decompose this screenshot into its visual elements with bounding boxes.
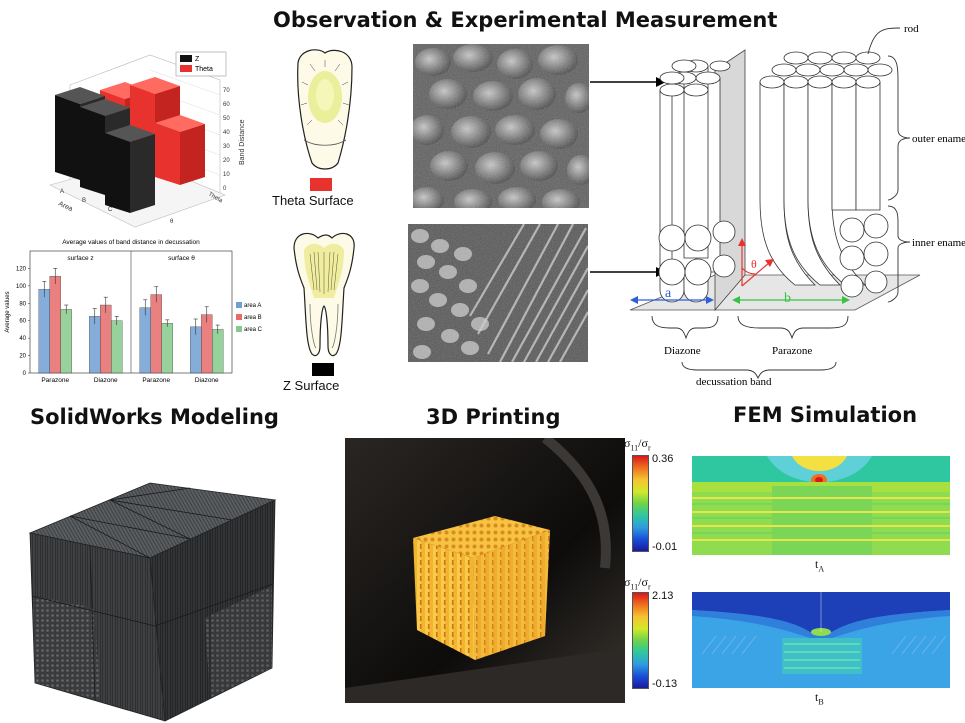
sem-micrograph-z bbox=[408, 224, 588, 362]
label-inner-enamel: inner enamel bbox=[912, 237, 965, 249]
z-surface-label: Z Surface bbox=[283, 378, 340, 393]
bar-area-b bbox=[49, 276, 61, 374]
y-tick-label: 40 bbox=[19, 336, 26, 342]
x-tick-label: Diazone bbox=[94, 377, 118, 384]
fem-bottom-max: 2.13 bbox=[652, 590, 674, 602]
fem-contour-ta bbox=[692, 456, 950, 555]
bar-area-c bbox=[111, 320, 123, 374]
bar-area-a bbox=[89, 316, 101, 374]
panel-label: surface θ bbox=[168, 255, 195, 262]
x-tick: A bbox=[60, 189, 64, 195]
y-tick-label: 0 bbox=[23, 371, 27, 377]
chart-title: Average values of band distance in decus… bbox=[62, 239, 200, 246]
z-tick: 70 bbox=[223, 88, 230, 94]
legend-label: area C bbox=[244, 327, 262, 333]
label-a: a bbox=[665, 286, 672, 301]
legend-swatch bbox=[236, 302, 242, 308]
z-tick: 30 bbox=[223, 144, 230, 150]
bar-chart-3d: 0 10 20 30 40 50 60 70 Band Distance A B… bbox=[30, 45, 255, 230]
bar-area-b bbox=[150, 294, 162, 374]
x-tick-label: Parazone bbox=[142, 377, 170, 384]
fem-contour-tb bbox=[692, 592, 950, 688]
y-tick-label: 60 bbox=[19, 319, 26, 325]
legend-label-z: Z bbox=[195, 56, 200, 63]
fem-top-min: -0.01 bbox=[652, 541, 678, 553]
x-tick: B bbox=[82, 198, 86, 204]
x-tick-label: Diazone bbox=[195, 377, 219, 384]
fem-caption-tb: tB bbox=[815, 690, 824, 707]
heading-solidworks: SolidWorks Modeling bbox=[30, 405, 279, 429]
label-rod: rod bbox=[904, 23, 919, 35]
bar-area-a bbox=[139, 307, 151, 374]
legend-label: area B bbox=[244, 315, 262, 321]
z-tick: 40 bbox=[223, 130, 230, 136]
solidworks-model-render bbox=[0, 438, 345, 723]
fem-top-scale-label: σ11/σr bbox=[624, 436, 651, 453]
bar-chart-2d: Average values of band distance in decus… bbox=[0, 233, 262, 401]
bar-area-b bbox=[100, 304, 112, 374]
legend-swatch-theta bbox=[180, 65, 192, 72]
heading-fem: FEM Simulation bbox=[733, 403, 918, 427]
z-tick: 20 bbox=[223, 158, 230, 164]
legend-swatch bbox=[236, 326, 242, 332]
z-surface-swatch bbox=[312, 363, 334, 376]
bar-area-c bbox=[161, 323, 173, 374]
bar-area-c bbox=[212, 329, 224, 374]
panel-label: surface z bbox=[67, 255, 93, 262]
z-tick: 60 bbox=[223, 102, 230, 108]
bar-area-c bbox=[60, 309, 72, 374]
fem-bottom-min: -0.13 bbox=[652, 678, 678, 690]
label-decussation-band: decussation band bbox=[696, 376, 772, 388]
legend-label-theta: Theta bbox=[195, 66, 213, 73]
fem-bottom-colorbar bbox=[632, 592, 649, 689]
y-tick-label: 20 bbox=[19, 354, 26, 360]
y-tick-label: 80 bbox=[19, 301, 26, 307]
bar-area-b bbox=[201, 314, 213, 374]
label-diazone: Diazone bbox=[664, 345, 701, 357]
x-tick: C bbox=[108, 207, 113, 213]
z-tick: 10 bbox=[223, 172, 230, 178]
label-parazone: Parazone bbox=[772, 345, 812, 357]
z-tick: 0 bbox=[223, 186, 227, 192]
legend-swatch-z bbox=[180, 55, 192, 62]
enamel-rod-diagram: a b θ rod outer enamel inner enamel Diaz… bbox=[620, 10, 965, 395]
z-axis-label: Band Distance bbox=[239, 119, 246, 165]
fem-bottom-scale-label: σ11/σr bbox=[624, 575, 651, 592]
y-tick: θ bbox=[170, 219, 174, 225]
sem-micrograph-theta bbox=[413, 44, 589, 208]
label-outer-enamel: outer enamel bbox=[912, 133, 965, 145]
theta-tooth-illustration bbox=[290, 45, 360, 175]
legend-swatch bbox=[236, 314, 242, 320]
3d-printed-sample-photo bbox=[345, 438, 625, 703]
z-tick: 50 bbox=[223, 116, 230, 122]
theta-surface-swatch bbox=[310, 178, 332, 191]
x-axis-label: Area bbox=[57, 200, 73, 213]
heading-3d-printing: 3D Printing bbox=[426, 405, 561, 429]
fem-caption-ta: tA bbox=[815, 557, 825, 574]
y-tick-label: 100 bbox=[16, 284, 27, 290]
bar-area-a bbox=[38, 289, 50, 374]
x-tick-label: Parazone bbox=[41, 377, 69, 384]
theta-surface-label: Theta Surface bbox=[272, 193, 354, 208]
label-b: b bbox=[784, 291, 791, 306]
fem-top-colorbar bbox=[632, 455, 649, 552]
label-theta: θ bbox=[751, 257, 757, 271]
y-axis-label: Average values bbox=[5, 291, 11, 332]
legend-label: area A bbox=[244, 303, 261, 309]
heading-observation: Observation & Experimental Measurement bbox=[273, 8, 778, 32]
fem-top-max: 0.36 bbox=[652, 453, 674, 465]
y-tick-label: 120 bbox=[16, 266, 27, 272]
z-tooth-illustration bbox=[288, 228, 360, 360]
